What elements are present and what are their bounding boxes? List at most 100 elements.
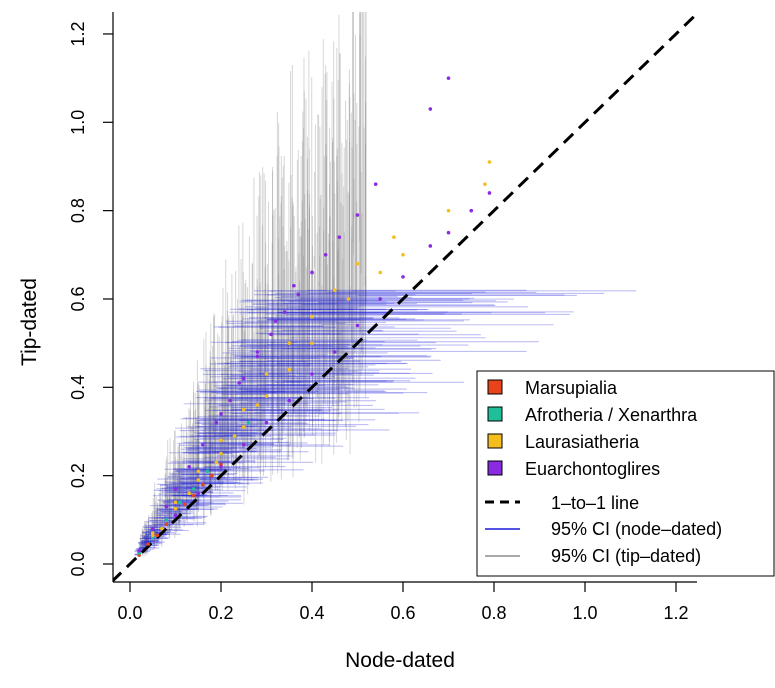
point-laurasiatheria — [255, 403, 260, 407]
x-tick-label: 0.8 — [481, 603, 506, 623]
y-tick-label: 1.2 — [68, 21, 88, 46]
point-marsupialia — [155, 533, 160, 538]
point-marsupialia — [191, 493, 196, 498]
point-euarchontoglires — [237, 381, 241, 385]
ci-tip-dated-layer — [138, 12, 367, 558]
point-euarchontoglires — [355, 213, 360, 217]
point-euarchontoglires — [201, 442, 205, 447]
x-tick-label: 0.4 — [299, 603, 324, 623]
legend-label-marsupialia: Marsupialia — [525, 378, 618, 398]
point-marsupialia — [201, 482, 205, 487]
point-laurasiatheria — [264, 394, 269, 398]
point-laurasiatheria — [196, 478, 201, 482]
x-ticks: 0.0 0.2 0.4 0.6 0.8 1.0 1.2 — [117, 582, 689, 623]
point-laurasiatheria — [264, 372, 269, 376]
point-laurasiatheria — [446, 208, 451, 213]
point-laurasiatheria — [392, 235, 396, 239]
point-laurasiatheria — [150, 533, 155, 538]
axes — [112, 12, 697, 583]
point-euarchontoglires — [310, 372, 314, 376]
x-axis-label: Node-dated — [345, 649, 455, 672]
y-axis-label: Tip-dated — [18, 278, 41, 366]
point-euarchontoglires — [287, 398, 292, 403]
point-euarchontoglires — [428, 107, 433, 111]
legend-swatch-euarchontoglires — [487, 460, 503, 476]
legend-label-ci-node-dated: 95% CI (node–dated) — [551, 519, 722, 539]
point-laurasiatheria — [241, 407, 246, 412]
point-afrotheria-xenarthra — [205, 469, 210, 474]
legend-label-afrotheria-xenarthra: Afrotheria / Xenarthra — [525, 405, 698, 425]
point-afrotheria-xenarthra — [164, 518, 169, 522]
y-ticks: 0.0 0.2 0.4 0.6 0.8 1.0 1.2 — [68, 21, 113, 577]
legend: Marsupialia Afrotheria / Xenarthra Laura… — [476, 370, 775, 577]
x-tick-label: 1.0 — [572, 603, 597, 623]
point-laurasiatheria — [232, 434, 237, 438]
point-euarchontoglires — [255, 350, 260, 354]
y-tick-label: 0.2 — [68, 463, 88, 488]
point-laurasiatheria — [378, 270, 383, 275]
y-tick-label: 0.8 — [68, 198, 88, 223]
point-euarchontoglires — [196, 491, 201, 496]
y-tick-label: 0.6 — [68, 286, 88, 311]
point-euarchontoglires — [428, 244, 433, 248]
points-layer — [137, 76, 492, 557]
point-euarchontoglires — [446, 76, 451, 80]
point-marsupialia — [182, 502, 187, 507]
ci-node-dated-layer — [134, 289, 637, 556]
point-marsupialia — [164, 522, 169, 527]
point-laurasiatheria — [187, 491, 191, 496]
point-euarchontoglires — [487, 191, 492, 195]
reference-line-layer — [113, 12, 697, 582]
point-euarchontoglires — [214, 420, 219, 425]
point-euarchontoglires — [264, 420, 269, 425]
point-laurasiatheria — [346, 297, 351, 301]
legend-label-ci-tip-dated: 95% CI (tip–dated) — [551, 546, 701, 566]
point-laurasiatheria — [214, 460, 219, 465]
y-tick-label: 0.4 — [68, 375, 88, 400]
x-tick-label: 1.2 — [663, 603, 688, 623]
point-laurasiatheria — [401, 253, 405, 257]
legend-label-1-to-1: 1–to–1 line — [551, 493, 639, 513]
point-laurasiatheria — [160, 526, 164, 531]
point-marsupialia — [210, 473, 214, 478]
point-euarchontoglires — [378, 297, 383, 301]
point-laurasiatheria — [196, 469, 201, 474]
point-laurasiatheria — [219, 438, 223, 443]
point-euarchontoglires — [173, 487, 178, 491]
legend-box — [476, 370, 775, 577]
point-laurasiatheria — [173, 500, 178, 504]
point-euarchontoglires — [241, 376, 246, 381]
point-euarchontoglires — [150, 526, 155, 531]
point-euarchontoglires — [282, 310, 287, 315]
point-laurasiatheria — [332, 288, 337, 292]
point-euarchontoglires — [323, 253, 328, 257]
point-euarchontoglires — [373, 182, 378, 186]
point-laurasiatheria — [173, 506, 178, 511]
point-euarchontoglires — [292, 283, 296, 288]
point-euarchontoglires — [310, 270, 314, 275]
point-euarchontoglires — [446, 230, 451, 235]
point-euarchontoglires — [401, 275, 405, 279]
y-tick-label: 0.0 — [68, 551, 88, 576]
point-laurasiatheria — [483, 182, 487, 186]
legend-swatch-marsupialia — [487, 379, 503, 395]
point-laurasiatheria — [219, 451, 223, 456]
point-euarchontoglires — [355, 323, 360, 328]
point-euarchontoglires — [273, 319, 278, 323]
point-euarchontoglires — [332, 350, 337, 354]
legend-swatch-laurasiatheria — [487, 433, 503, 449]
point-euarchontoglires — [137, 548, 141, 553]
legend-label-laurasiatheria: Laurasiatheria — [525, 432, 640, 452]
point-euarchontoglires — [241, 442, 246, 447]
point-laurasiatheria — [310, 341, 314, 345]
x-tick-label: 0.6 — [390, 603, 415, 623]
point-euarchontoglires — [173, 513, 178, 518]
point-laurasiatheria — [287, 367, 292, 372]
point-euarchontoglires — [337, 235, 342, 239]
point-euarchontoglires — [219, 465, 223, 469]
point-laurasiatheria — [487, 160, 492, 164]
point-afrotheria-xenarthra — [178, 500, 182, 504]
point-euarchontoglires — [296, 292, 301, 297]
point-euarchontoglires — [255, 354, 260, 359]
